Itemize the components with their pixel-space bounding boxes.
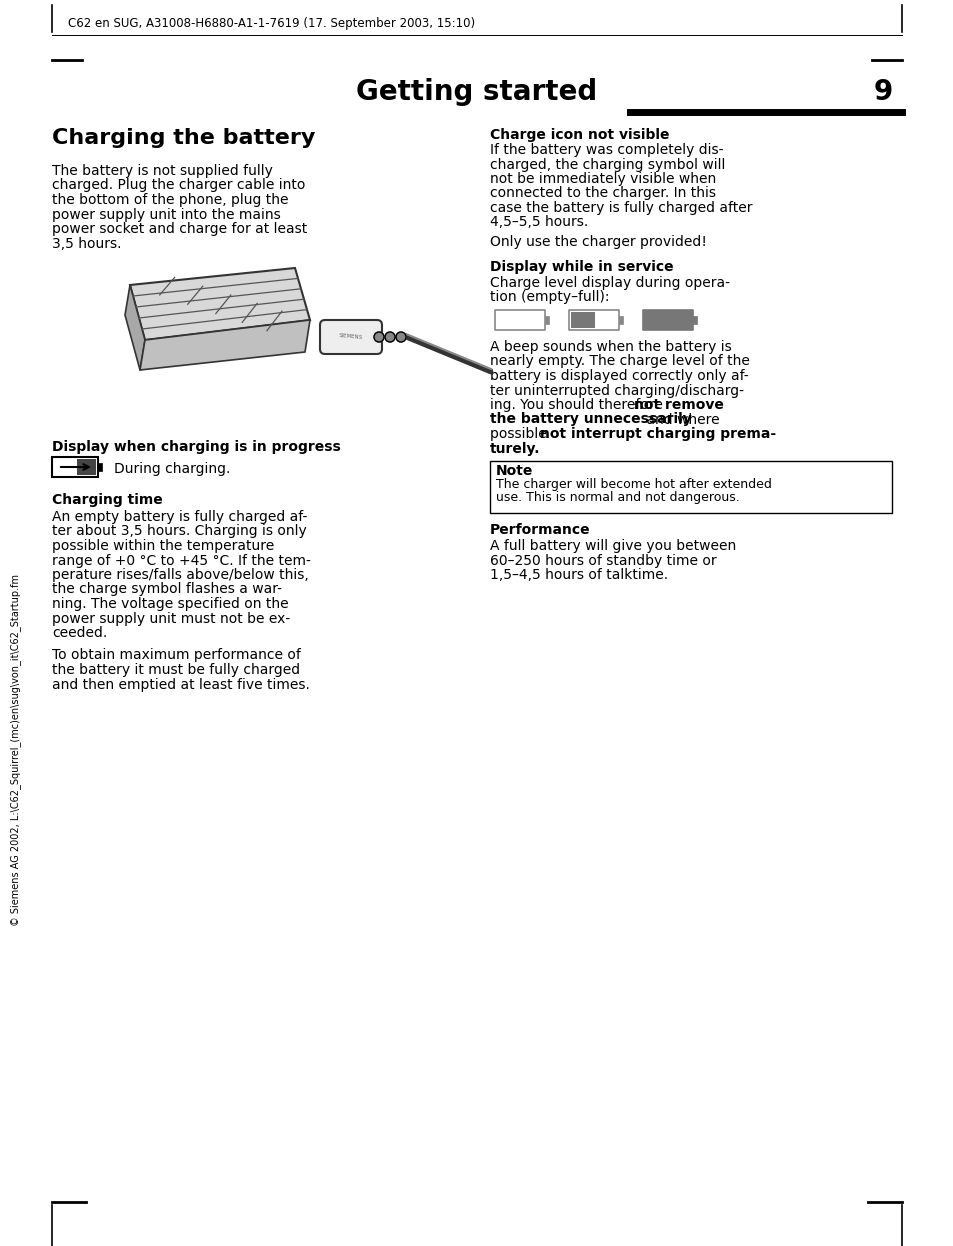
Bar [544, 316, 548, 324]
Text: tion (empty–full):: tion (empty–full): [490, 290, 609, 304]
Text: battery is displayed correctly only af-: battery is displayed correctly only af- [490, 369, 748, 383]
Text: not be immediately visible when: not be immediately visible when [490, 172, 716, 186]
Text: and then emptied at least five times.: and then emptied at least five times. [52, 678, 310, 692]
Circle shape [385, 331, 395, 341]
Bar [495, 310, 544, 330]
Text: power supply unit into the mains: power supply unit into the mains [52, 208, 280, 222]
Bar [642, 310, 692, 330]
Text: Only use the charger provided!: Only use the charger provided! [490, 235, 706, 249]
Text: not remove: not remove [633, 397, 722, 412]
Text: use. This is normal and not dangerous.: use. This is normal and not dangerous. [496, 491, 739, 505]
Text: power socket and charge for at least: power socket and charge for at least [52, 222, 307, 235]
FancyBboxPatch shape [319, 320, 381, 354]
Bar [692, 316, 697, 324]
Text: 9: 9 [873, 78, 892, 106]
Bar [98, 464, 102, 471]
Text: A beep sounds when the battery is: A beep sounds when the battery is [490, 340, 731, 354]
Text: connected to the charger. In this: connected to the charger. In this [490, 187, 716, 201]
Text: An empty battery is fully charged af-: An empty battery is fully charged af- [52, 510, 307, 525]
Text: A full battery will give you between: A full battery will give you between [490, 540, 736, 553]
Text: possible within the temperature: possible within the temperature [52, 540, 274, 553]
Text: 3,5 hours.: 3,5 hours. [52, 237, 121, 250]
Text: perature rises/falls above/below this,: perature rises/falls above/below this, [52, 568, 309, 582]
Text: the battery unnecessarily: the battery unnecessarily [490, 412, 691, 426]
Bar [77, 459, 96, 475]
Text: To obtain maximum performance of: To obtain maximum performance of [52, 648, 300, 663]
Text: Charging time: Charging time [52, 493, 163, 507]
Bar [490, 461, 891, 513]
Text: Getting started: Getting started [356, 78, 597, 106]
Text: If the battery was completely dis-: If the battery was completely dis- [490, 143, 722, 157]
Polygon shape [125, 285, 145, 370]
Polygon shape [140, 320, 310, 370]
Text: 60–250 hours of standby time or: 60–250 hours of standby time or [490, 553, 716, 567]
Text: nearly empty. The charge level of the: nearly empty. The charge level of the [490, 355, 749, 369]
Text: 1,5–4,5 hours of talktime.: 1,5–4,5 hours of talktime. [490, 568, 667, 582]
Text: the bottom of the phone, plug the: the bottom of the phone, plug the [52, 193, 288, 207]
Text: ing. You should therefore: ing. You should therefore [490, 397, 666, 412]
Text: ter about 3,5 hours. Charging is only: ter about 3,5 hours. Charging is only [52, 525, 307, 538]
Text: power supply unit must not be ex-: power supply unit must not be ex- [52, 612, 290, 625]
Text: not interrupt charging prema-: not interrupt charging prema- [539, 427, 775, 441]
Text: charged, the charging symbol will: charged, the charging symbol will [490, 157, 724, 172]
Text: Note: Note [496, 464, 533, 478]
Text: The charger will become hot after extended: The charger will become hot after extend… [496, 478, 771, 491]
Text: ter uninterrupted charging/discharg-: ter uninterrupted charging/discharg- [490, 384, 743, 397]
Text: During charging.: During charging. [113, 462, 230, 476]
Text: case the battery is fully charged after: case the battery is fully charged after [490, 201, 752, 216]
Text: the charge symbol flashes a war-: the charge symbol flashes a war- [52, 582, 282, 597]
Text: The battery is not supplied fully: The battery is not supplied fully [52, 164, 273, 178]
Text: ceeded.: ceeded. [52, 625, 107, 640]
Text: C62 en SUG, A31008-H6880-A1-1-7619 (17. September 2003, 15:10): C62 en SUG, A31008-H6880-A1-1-7619 (17. … [68, 17, 475, 30]
Text: Charge level display during opera-: Charge level display during opera- [490, 277, 729, 290]
Text: charged. Plug the charger cable into: charged. Plug the charger cable into [52, 178, 305, 192]
Text: and where: and where [641, 412, 720, 426]
Text: Display while in service: Display while in service [490, 259, 673, 274]
Text: Display when charging is in progress: Display when charging is in progress [52, 440, 340, 454]
Bar [52, 457, 98, 477]
Bar [618, 316, 622, 324]
Text: possible: possible [490, 427, 551, 441]
Text: range of +0 °C to +45 °C. If the tem-: range of +0 °C to +45 °C. If the tem- [52, 553, 311, 567]
Text: ning. The voltage specified on the: ning. The voltage specified on the [52, 597, 289, 611]
Text: 4,5–5,5 hours.: 4,5–5,5 hours. [490, 216, 588, 229]
Bar [571, 312, 595, 328]
Text: the battery it must be fully charged: the battery it must be fully charged [52, 663, 300, 677]
Polygon shape [130, 268, 310, 340]
Text: Charge icon not visible: Charge icon not visible [490, 128, 669, 142]
Text: © Siemens AG 2002, L:\C62_Squirrel_(mc)en\sug\von_it\C62_Startup.fm: © Siemens AG 2002, L:\C62_Squirrel_(mc)e… [10, 574, 21, 926]
Text: turely.: turely. [490, 441, 540, 456]
Circle shape [374, 331, 384, 341]
Bar [568, 310, 618, 330]
Text: Performance: Performance [490, 523, 590, 537]
Circle shape [395, 331, 406, 341]
Text: Charging the battery: Charging the battery [52, 128, 315, 148]
Text: SIEMENS: SIEMENS [338, 334, 363, 340]
